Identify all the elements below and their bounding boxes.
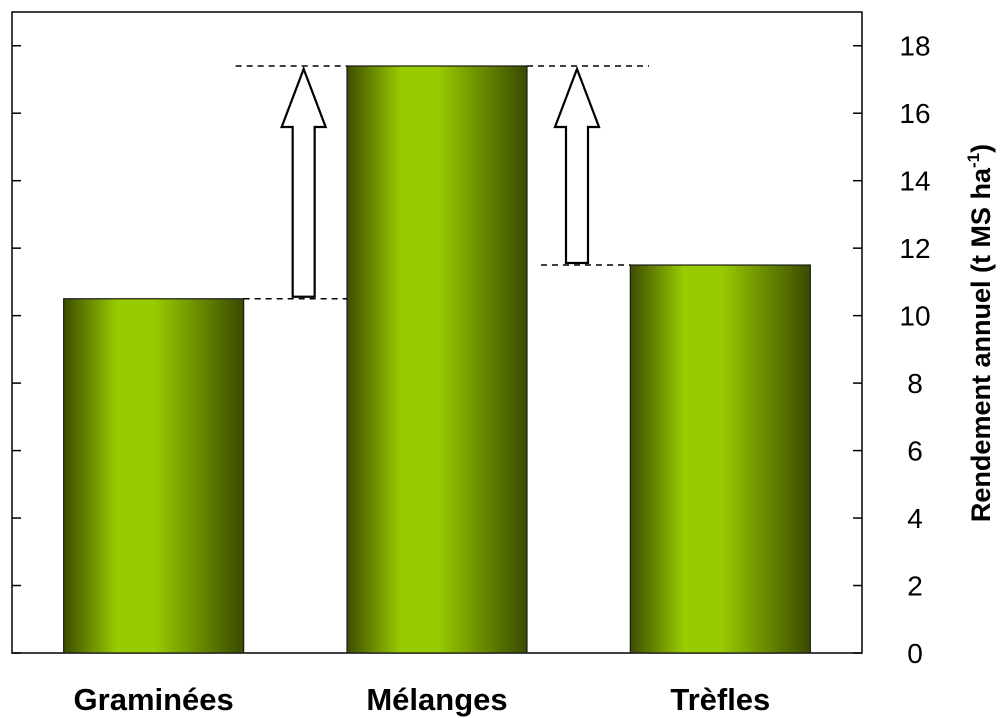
y-tick-label: 18: [899, 31, 930, 62]
y-tick-label: 0: [907, 638, 923, 669]
bar-gramin-es: [63, 298, 245, 654]
y-tick-label: 12: [899, 233, 930, 264]
x-category-label: Trèfles: [670, 682, 770, 717]
increase-arrow-icon: [280, 65, 328, 298]
x-category-label: Graminées: [74, 682, 234, 717]
x-category-label: Mélanges: [366, 682, 507, 717]
y-tick-label: 2: [907, 571, 923, 602]
y-tick-label: 8: [907, 368, 923, 399]
y-axis-title-close: ): [966, 144, 996, 153]
bar-m-langes: [346, 65, 528, 654]
y-tick-label: 14: [899, 166, 930, 197]
bar-tr-fles: [629, 264, 811, 654]
y-axis-title: Rendement annuel (t MS ha-1): [964, 144, 996, 522]
y-axis-title-main: Rendement annuel (t MS ha: [966, 167, 996, 522]
increase-arrow-icon: [553, 65, 601, 265]
y-tick-label: 16: [899, 98, 930, 129]
y-tick-label: 4: [907, 503, 923, 534]
y-tick-label: 10: [899, 301, 930, 332]
y-tick-label: 6: [907, 436, 923, 467]
y-axis-title-superscript: -1: [964, 153, 983, 168]
